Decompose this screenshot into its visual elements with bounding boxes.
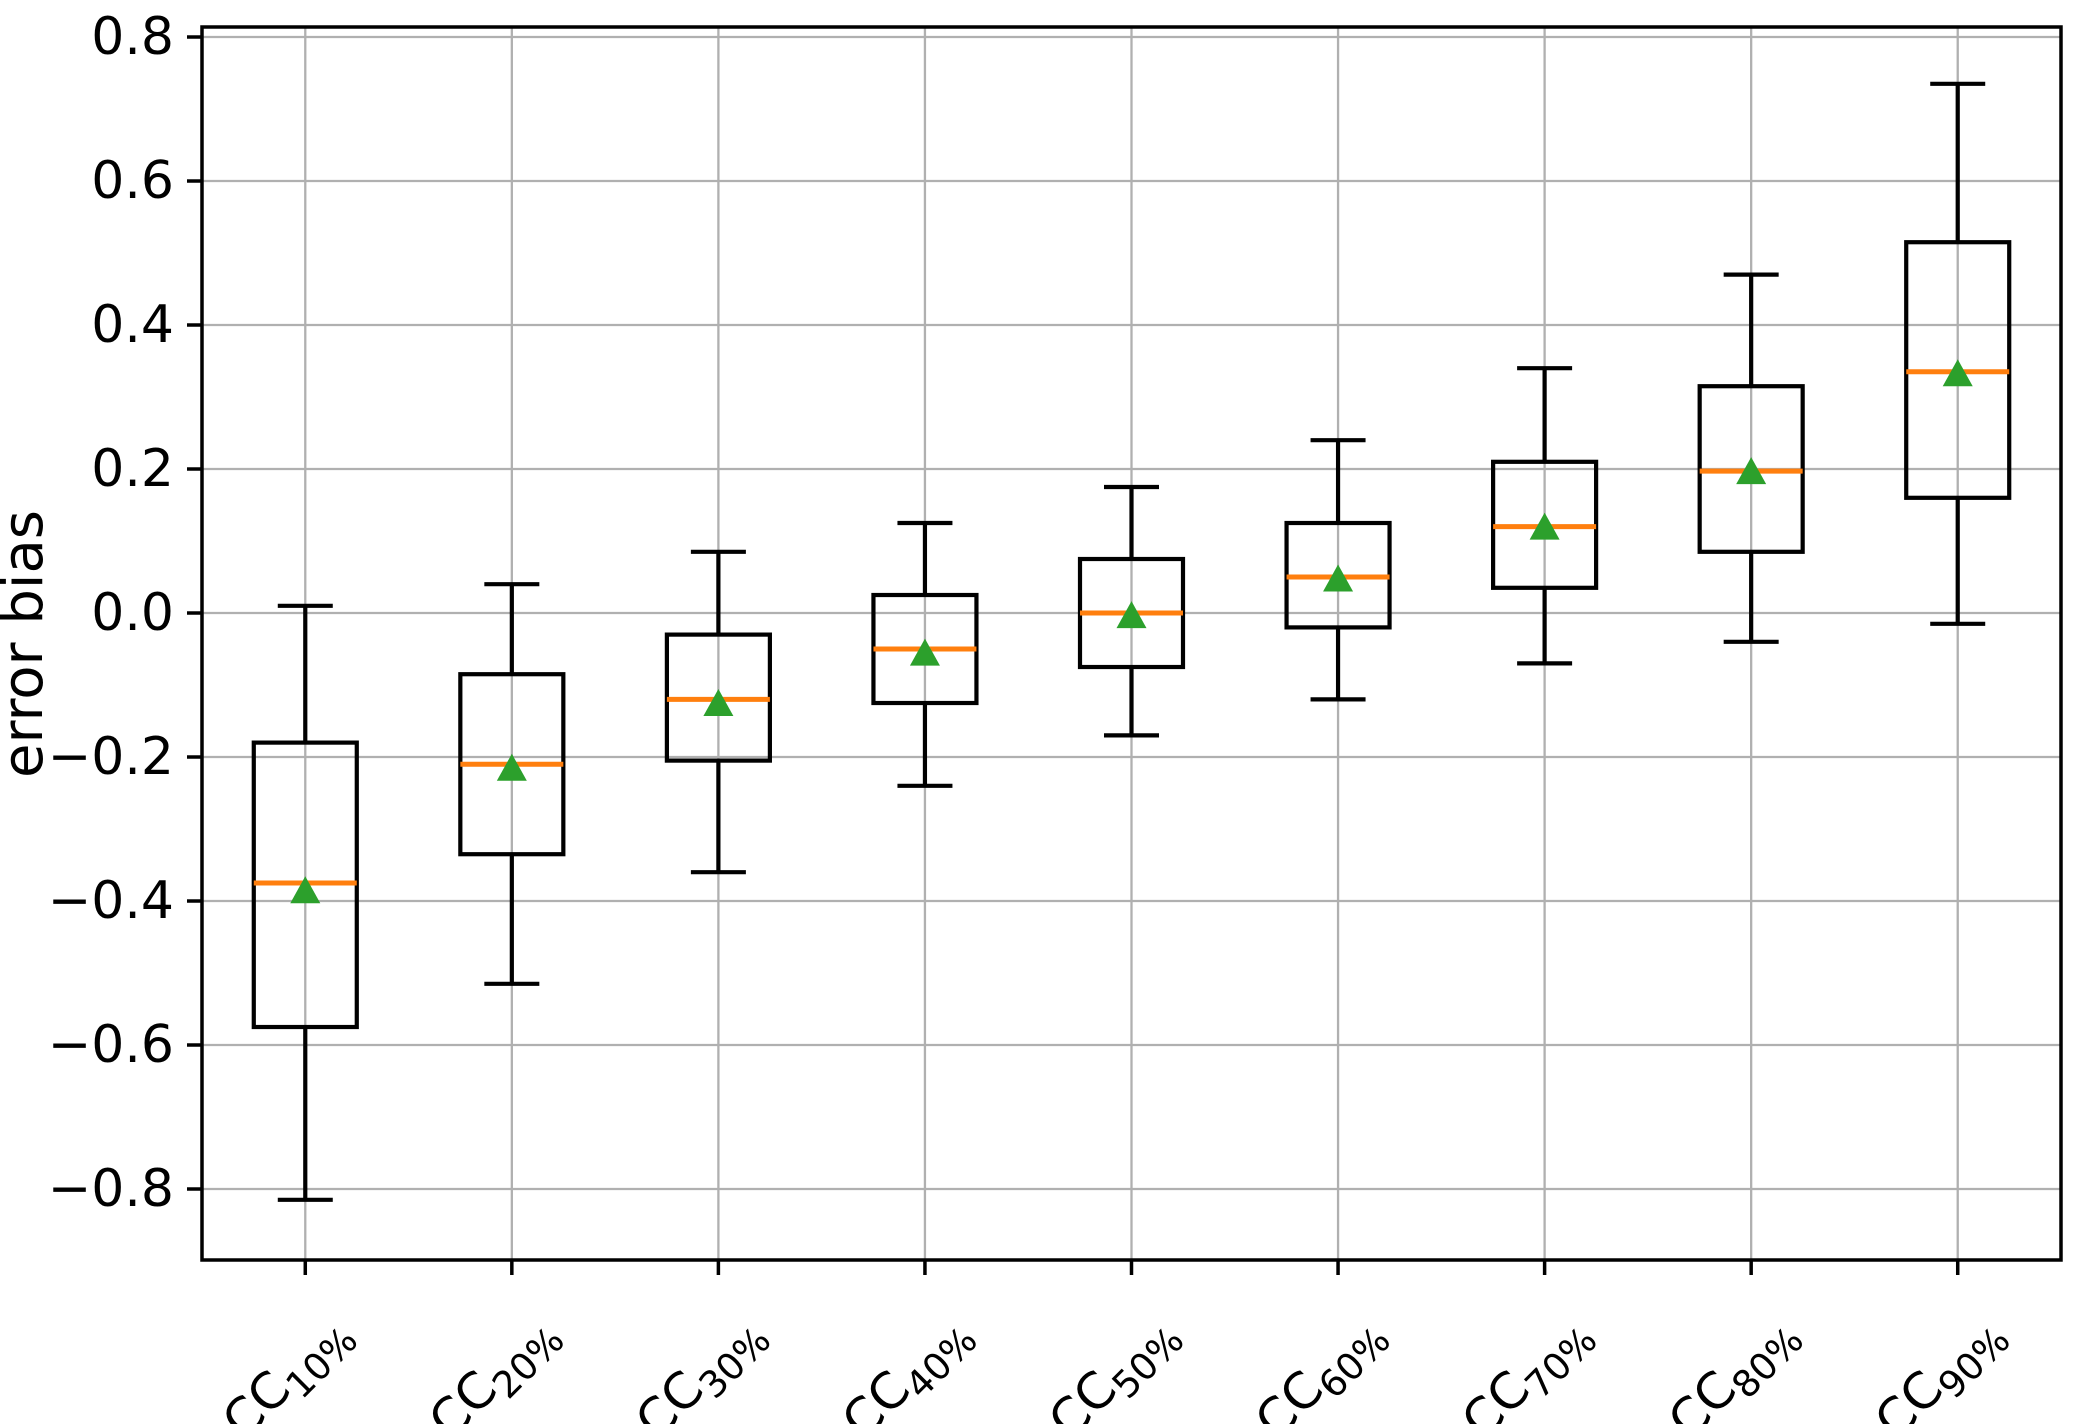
y-tick-label: 0.4 [91,295,174,355]
x-tick-label: CC90% [1864,1301,2019,1424]
y-tick-label: −0.4 [48,871,174,931]
mean-marker [1736,457,1767,485]
y-tick-label: −0.6 [48,1015,174,1075]
y-tick-label: 0.2 [91,439,174,499]
mean-marker [1529,512,1560,540]
x-tick-label: CC30% [624,1301,779,1424]
x-tick-label: CC80% [1657,1301,1812,1424]
y-tick-label: 0.6 [91,151,174,211]
mean-marker [1116,601,1147,629]
y-tick-label: 0.8 [91,7,174,67]
mean-marker [496,753,527,781]
mean-marker [909,638,940,666]
x-tick-label: CC50% [1037,1301,1192,1424]
mean-marker [703,689,734,717]
x-tick-label: CC20% [418,1301,573,1424]
mean-marker [290,876,321,904]
grid-layer [202,27,2061,1260]
x-tick-label: CC40% [831,1301,986,1424]
boxes-layer [251,81,2012,1202]
y-tick-label: −0.2 [48,727,174,787]
mean-marker [1942,359,1973,387]
y-axis-label: error bias [0,510,56,778]
y-tick-label: 0.0 [91,583,174,643]
x-tick-label: CC60% [1244,1301,1399,1424]
mean-marker [1323,564,1354,592]
axes-layer: 0.8 0.6 0.4 0.2 0.0 −0.2 −0.4 −0.6 −0.8 CC10% CC20… [48,7,2063,1424]
x-tick-label: CC70% [1451,1301,1606,1424]
plot-frame [200,25,2063,1262]
x-tick-label: CC10% [211,1301,366,1424]
y-tick-label: −0.8 [48,1159,174,1219]
